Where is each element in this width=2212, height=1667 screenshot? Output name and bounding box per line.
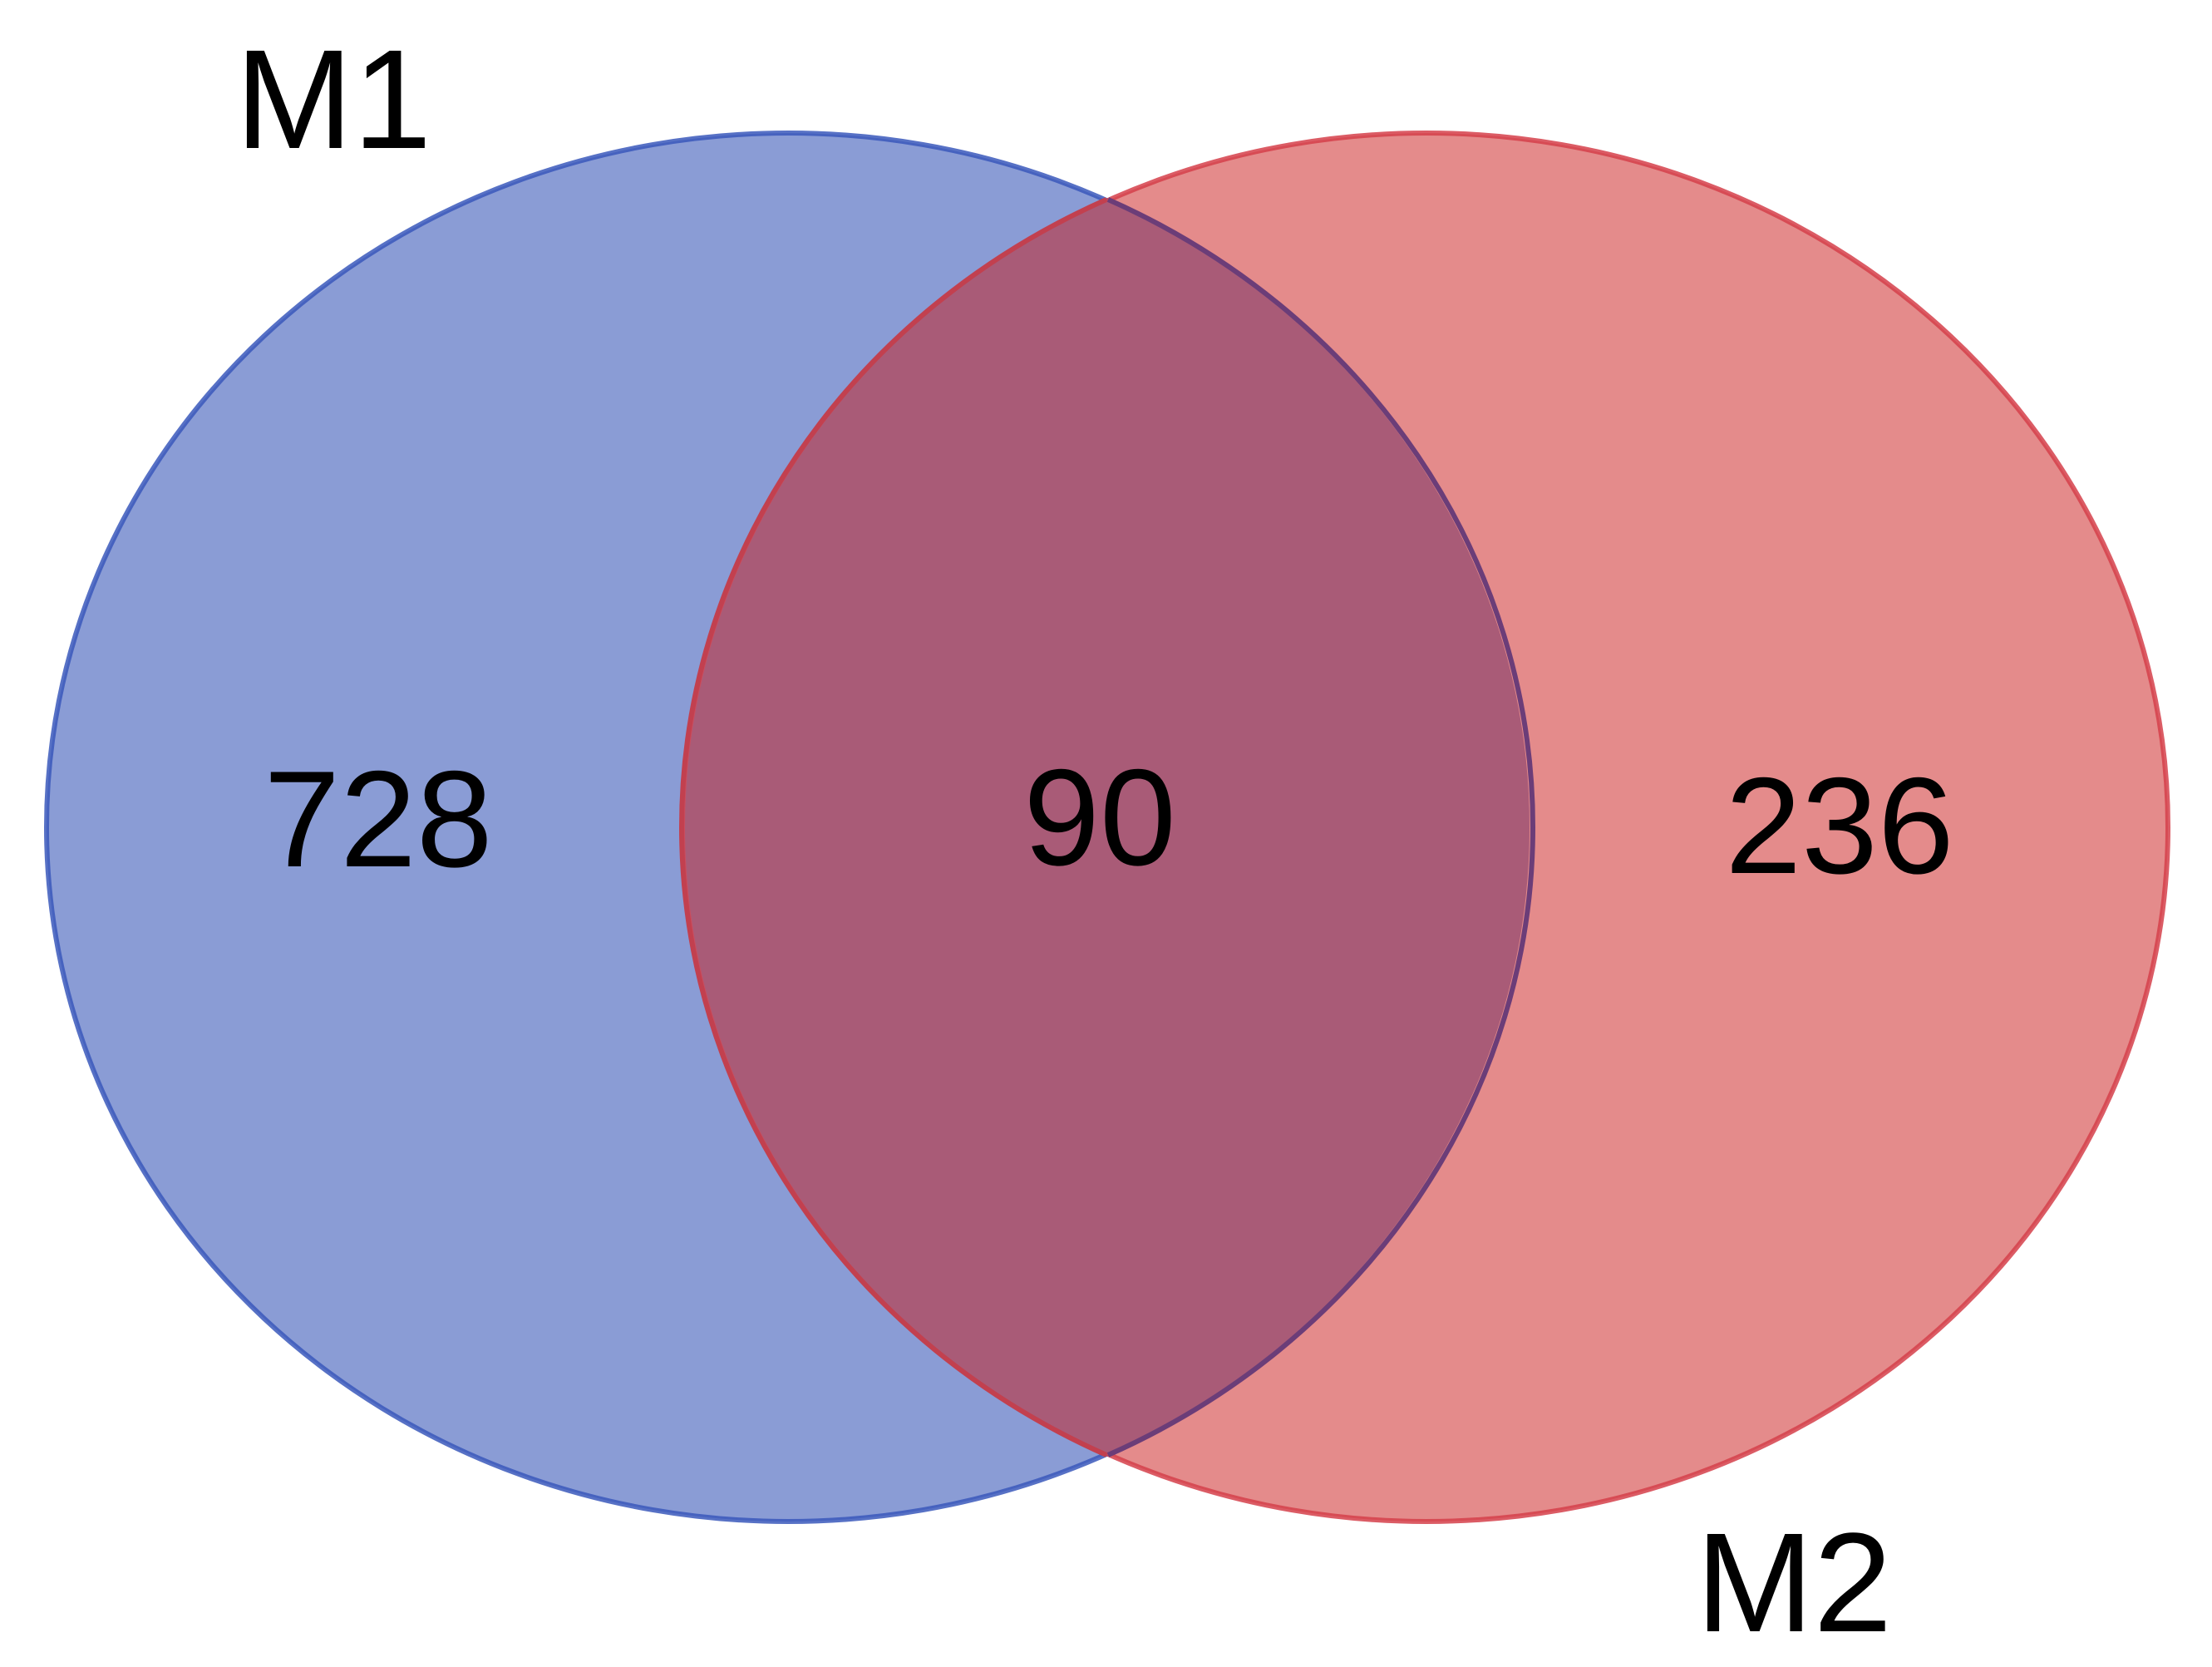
intersection-region — [685, 133, 1530, 1522]
m2-only-count: 236 — [1725, 749, 1953, 902]
set-m1-outline — [1106, 197, 1535, 1457]
set-m1-label: M1 — [235, 21, 431, 179]
set-m2-outline — [679, 197, 1108, 1457]
intersection-count: 90 — [1023, 741, 1176, 894]
m1-only-count: 728 — [264, 742, 492, 895]
set-m2-label: M2 — [1696, 1504, 1892, 1662]
